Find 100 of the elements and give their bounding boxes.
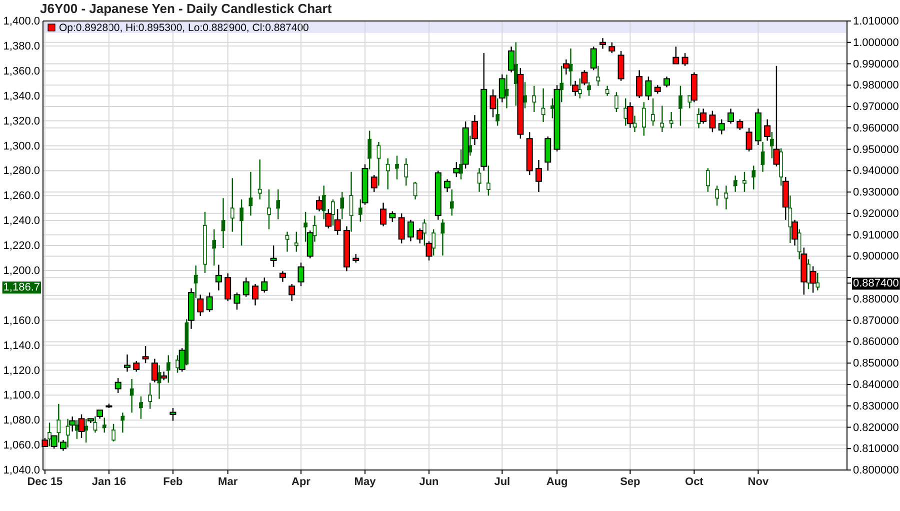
y-tick-label: 1,360.0	[3, 65, 40, 78]
y2-tick-label: 0.990000	[853, 58, 899, 70]
candlestick	[203, 211, 207, 274]
candlestick	[114, 377, 122, 394]
y-tick-label: 1,260.0	[3, 190, 40, 202]
candlestick	[614, 91, 618, 113]
candlestick	[770, 131, 774, 159]
candlestick	[746, 127, 752, 152]
y-tick-label: 1,100.0	[3, 390, 40, 402]
candlestick	[642, 101, 646, 136]
y2-tick-label: 0.960000	[853, 122, 899, 134]
candlestick	[170, 407, 176, 422]
x-tick-label: Jul	[494, 476, 510, 488]
candlestick	[386, 158, 390, 190]
x-tick-label: Sep	[620, 476, 641, 488]
x-tick-label: May	[354, 476, 377, 488]
candlestick	[340, 191, 344, 220]
x-tick-label: Dec 15	[27, 476, 63, 488]
candlestick	[608, 42, 616, 54]
candlestick	[792, 219, 798, 246]
y2-tick-label: 0.810000	[853, 443, 899, 456]
y-tick-label: 1,080.0	[3, 414, 40, 427]
x-tick-label: Feb	[163, 476, 184, 488]
candlestick	[709, 110, 716, 133]
candlestick	[206, 292, 213, 312]
candlestick	[139, 396, 143, 420]
y2-tick-label: 0.830000	[853, 400, 899, 412]
y-tick-label: 1,060.0	[3, 440, 40, 452]
candlestick	[93, 416, 98, 434]
candlestick	[224, 272, 232, 302]
y-tick-label: 1,320.0	[3, 115, 40, 128]
candlestick	[234, 292, 240, 310]
candlestick	[285, 231, 290, 252]
y-tick-label: 1,220.0	[3, 240, 40, 252]
y-tick-label: 1,160.0	[3, 314, 40, 327]
candlestick	[486, 165, 490, 196]
y-tick-label: 1,300.0	[3, 140, 40, 152]
candlestick	[477, 168, 482, 192]
candlestick	[444, 178, 451, 193]
candlestick	[404, 158, 408, 186]
candlestick	[389, 210, 396, 223]
y2-tick-label: 0.920000	[853, 208, 899, 220]
candlestick	[288, 283, 296, 302]
y2-tick-label: 0.910000	[853, 229, 899, 242]
candlestick	[742, 171, 746, 192]
candlestick	[120, 412, 125, 434]
candlestick	[197, 294, 204, 317]
candlestick	[682, 52, 688, 66]
candlestick	[215, 264, 222, 291]
candlestick	[624, 98, 628, 126]
candlestick	[261, 276, 268, 294]
candlestick	[760, 141, 765, 173]
candlestick	[651, 98, 655, 126]
candlestick	[166, 354, 170, 384]
y2-tick-label: 0.860000	[853, 336, 899, 348]
x-tick-label: Jun	[419, 476, 440, 488]
x-tick-label: Apr	[292, 476, 312, 488]
candlestick	[632, 115, 637, 133]
y-tick-label: 1,380.0	[3, 40, 40, 52]
candlestick	[733, 175, 738, 192]
candlestick	[56, 403, 61, 444]
candlestick	[279, 270, 286, 282]
candlestick	[133, 360, 140, 372]
candlestick	[112, 423, 116, 442]
candlestick	[440, 218, 445, 256]
candlestick	[706, 168, 710, 192]
info-strip: Op:0.892800, Hi:0.895300, Lo:0.882900, Cl:0.887400	[44, 22, 846, 34]
y2-tick-label: 0.900000	[853, 250, 899, 263]
candlestick	[124, 354, 130, 372]
candlestick	[48, 422, 52, 447]
y2-tick-label: 0.980000	[853, 80, 899, 92]
candlestick	[334, 208, 341, 236]
candlestick	[664, 76, 670, 88]
annotation: Op:0.892800, Hi:0.895300, Lo:0.882900, Cl:0.887400	[59, 22, 310, 34]
candlestick	[724, 185, 728, 210]
candlestick	[252, 283, 258, 306]
candlestick	[508, 46, 515, 73]
candlestick	[294, 231, 298, 252]
candlestick	[581, 70, 588, 86]
candlestick	[370, 174, 378, 193]
candlestick	[605, 85, 610, 96]
candlestick	[490, 88, 496, 118]
candlestick	[312, 214, 317, 242]
y2-tick-label: 0.930000	[853, 186, 899, 199]
y-tick-label: 1,340.0	[3, 90, 40, 102]
y-tick-label: 1,186.7	[3, 282, 40, 294]
candlestick	[816, 272, 820, 291]
candlestick	[276, 188, 280, 220]
y2-tick-label: 0.840000	[853, 378, 899, 391]
candlestick	[267, 188, 271, 230]
candlestick	[471, 114, 478, 146]
candlestick	[718, 118, 725, 135]
candlestick	[432, 228, 436, 256]
y2-tick-label: 0.970000	[853, 101, 899, 114]
y-tick-label: 1,400.0	[3, 16, 40, 28]
y2-tick-label: 0.850000	[853, 358, 899, 370]
candlestick	[678, 85, 682, 126]
candlestick	[618, 50, 624, 82]
candlestick	[148, 382, 152, 410]
candlestick	[578, 78, 582, 99]
